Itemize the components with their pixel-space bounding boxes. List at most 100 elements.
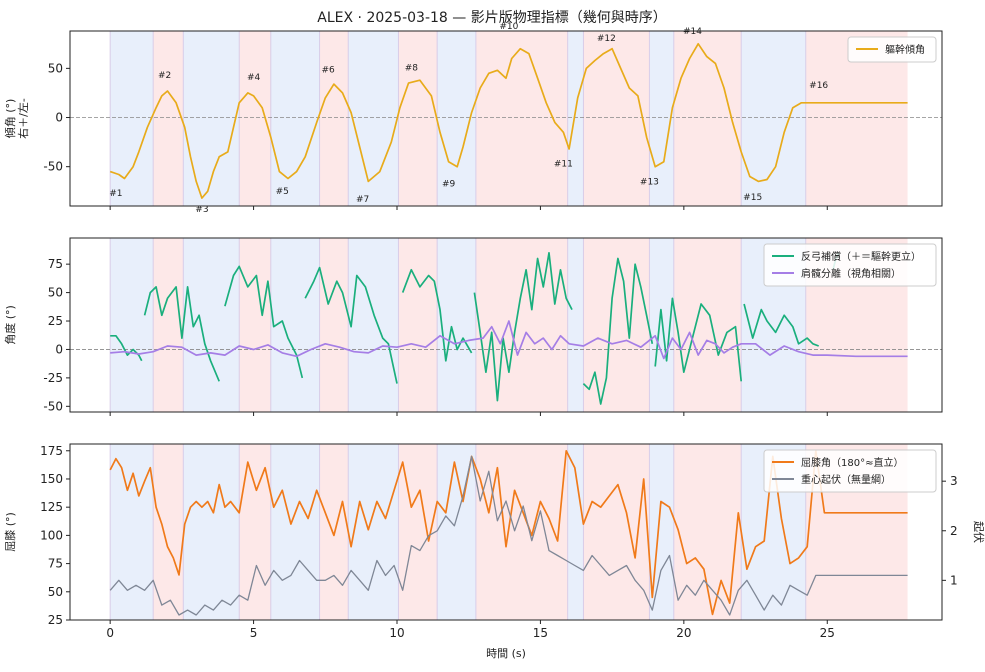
axes-frame	[69, 30, 943, 207]
legend-entry: 屈膝角（180°≈直立）	[801, 456, 903, 469]
y-tick-label: 50	[48, 286, 63, 300]
cycle-marker-label: #2	[158, 71, 171, 81]
phase-band-blue	[348, 444, 399, 620]
cycle-marker-label: #11	[554, 160, 573, 170]
series-line	[109, 455, 908, 616]
panel-3: 25 50 75 100 125 150 175 1 2 3 起伏 0 5 10 15 20 25 屈膝 (°) 屈…	[4, 443, 985, 640]
y-tick-label: -25	[43, 371, 63, 385]
phase-band-red	[319, 238, 349, 412]
series-line	[109, 449, 908, 616]
phase-band-red	[239, 238, 271, 412]
legend: 屈膝角（180°≈直立） 重心起伏（無量綱）	[763, 449, 937, 493]
y-tick-label: 25	[48, 613, 63, 627]
phase-band-blue	[270, 238, 320, 412]
y2-axis-ticks: 1 2 3	[942, 474, 958, 587]
phase-band-blue	[567, 31, 584, 206]
cycle-marker-label: #12	[597, 34, 616, 44]
y-axis-label: 傾角 (°)	[3, 99, 17, 139]
phase-band-blue	[567, 238, 584, 412]
y2-tick-label: 3	[950, 474, 958, 488]
y-axis-label: 屈膝 (°)	[4, 512, 17, 552]
phase-band-blue	[183, 238, 240, 412]
series-3-1	[109, 449, 908, 616]
phase-band-blue	[649, 31, 674, 206]
y-tick-label: 175	[40, 444, 63, 458]
y-tick-label: -50	[43, 399, 63, 413]
phase-band-blue	[110, 31, 154, 206]
x-tick-label: 10	[389, 626, 404, 640]
series-line	[401, 268, 473, 362]
cycle-marker-label: #14	[683, 27, 702, 37]
y-tick-label: 75	[48, 257, 63, 271]
legend-box	[763, 449, 937, 493]
phase-band-blue	[567, 444, 584, 620]
y-tick-label: 150	[40, 472, 63, 486]
cycle-marker-label: #3	[195, 205, 208, 215]
panel-2: -50 -25 0 25 50 75 角度 (°) 反弓補償（＋＝驅幹更立） 肩髖分離（視角相關…	[3, 237, 943, 416]
phase-band-blue	[110, 238, 154, 412]
x-tick-label: 20	[676, 626, 691, 640]
x-tick-label: 5	[250, 626, 258, 640]
y-tick-label: 125	[40, 500, 63, 514]
series-2-2	[110, 320, 908, 360]
phase-band-blue	[348, 238, 399, 412]
phase-band-red	[583, 444, 650, 620]
series-line	[143, 286, 220, 382]
y-tick-label: -50	[43, 160, 63, 174]
phase-band-blue	[270, 31, 320, 206]
cycle-marker-label: #10	[499, 22, 518, 32]
series-line	[582, 257, 654, 405]
phase-band-red	[398, 238, 438, 412]
phase-band-blue	[348, 31, 399, 206]
cycle-marker-label: #13	[640, 177, 659, 187]
figure-title: ALEX · 2025-03-18 — 影片版物理指標（幾何與時序）	[317, 10, 666, 26]
cycle-marker-label: #5	[276, 187, 289, 197]
legend-box	[847, 36, 937, 63]
phase-band-blue	[110, 444, 154, 620]
series-line	[110, 334, 143, 362]
y-axis-label: 右＋/左-	[16, 98, 30, 139]
phase-band-red	[398, 31, 438, 206]
y2-tick-label: 1	[950, 573, 958, 587]
legend: 軀幹傾角	[847, 36, 937, 63]
y-tick-label: 0	[55, 342, 63, 356]
phase-band-blue	[741, 31, 806, 206]
y-tick-label: 50	[48, 585, 63, 599]
cycle-marker-label: #7	[356, 195, 369, 205]
y-axis-label: 角度 (°)	[3, 305, 17, 345]
cycle-marker-label: #1	[109, 189, 122, 199]
y-axis-ticks: 25 50 75 100 125 150 175	[40, 444, 70, 627]
cycle-marker-label: #8	[405, 63, 419, 73]
phase-band-blue	[437, 238, 476, 412]
legend-entry: 反弓補償（＋＝驅幹更立）	[801, 250, 921, 263]
cycle-marker-label: #16	[809, 81, 828, 91]
x-tick-label: 25	[820, 626, 835, 640]
series-line	[304, 266, 398, 384]
legend-entry: 肩髖分離（視角相關）	[801, 267, 901, 280]
phase-band-blue	[270, 444, 320, 620]
series-1-1	[109, 42, 908, 199]
series-line	[110, 320, 908, 360]
series-line	[224, 265, 304, 379]
phase-band-red	[673, 238, 742, 412]
cycle-marker-label: #6	[322, 65, 336, 75]
y-tick-label: 100	[40, 528, 63, 542]
x-axis-label: 時間 (s)	[486, 647, 526, 660]
y-tick-label: 25	[48, 314, 63, 328]
y-tick-label: 75	[48, 557, 63, 571]
legend-box	[763, 243, 937, 287]
y-axis-ticks: -50 -25 0 25 50 75	[43, 257, 70, 413]
phase-band-red	[153, 238, 184, 412]
y-axis-ticks: -50 0 50	[43, 61, 70, 174]
axes-frame	[69, 443, 943, 621]
legend-entry: 重心起伏（無量綱）	[801, 473, 891, 486]
series-3-2	[109, 455, 908, 616]
series-line	[473, 251, 573, 402]
phase-band-red	[475, 444, 568, 620]
phase-band-red	[153, 444, 184, 620]
series-line	[109, 42, 908, 199]
panel-1: #1 #2 #3 #4 #5 #6 #7 #8 #9 #10 #11 #12 #13 #14 #15 #16 -…	[3, 22, 943, 215]
series-line	[743, 303, 820, 347]
phase-band-blue	[183, 444, 240, 620]
